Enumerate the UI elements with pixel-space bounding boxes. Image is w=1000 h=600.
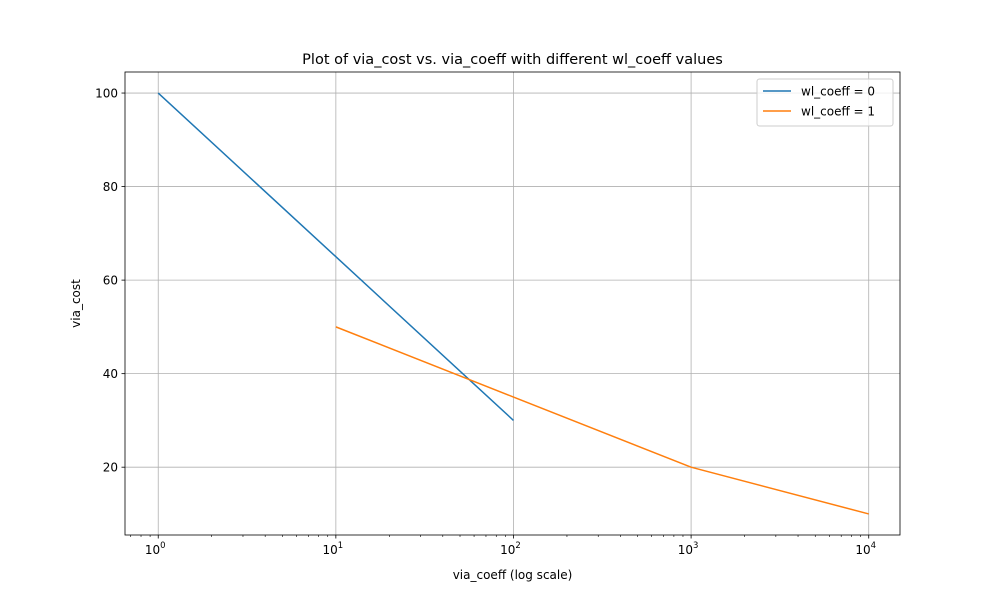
y-tick-label: 40 <box>103 367 118 381</box>
axis-ticks: 100 101 102 103 104 20 40 60 80 100 <box>95 87 876 557</box>
y-axis-title: via_cost <box>69 279 83 328</box>
x-tick-label: 103 <box>678 541 699 557</box>
plot-frame <box>124 71 901 536</box>
y-tick-label: 60 <box>103 274 118 288</box>
chart-title: Plot of via_cost vs. via_coeff with diff… <box>302 52 723 68</box>
x-tick-label: 101 <box>323 541 344 557</box>
x-tick-label: 102 <box>500 541 521 557</box>
x-tick-label: 100 <box>145 541 166 557</box>
x-axis-title: via_coeff (log scale) <box>453 568 573 582</box>
legend-label-1: wl_coeff = 0 <box>801 85 875 99</box>
series-line-2 <box>335 326 869 515</box>
grid <box>125 72 900 535</box>
series-line-1 <box>157 92 514 421</box>
legend-label-2: wl_coeff = 1 <box>801 105 875 119</box>
y-tick-label: 20 <box>103 461 118 475</box>
y-tick-label: 80 <box>103 180 118 194</box>
y-tick-label: 100 <box>95 87 118 101</box>
legend: wl_coeff = 0 wl_coeff = 1 <box>756 78 894 127</box>
series-lines <box>157 92 869 515</box>
x-tick-label: 104 <box>855 541 876 557</box>
